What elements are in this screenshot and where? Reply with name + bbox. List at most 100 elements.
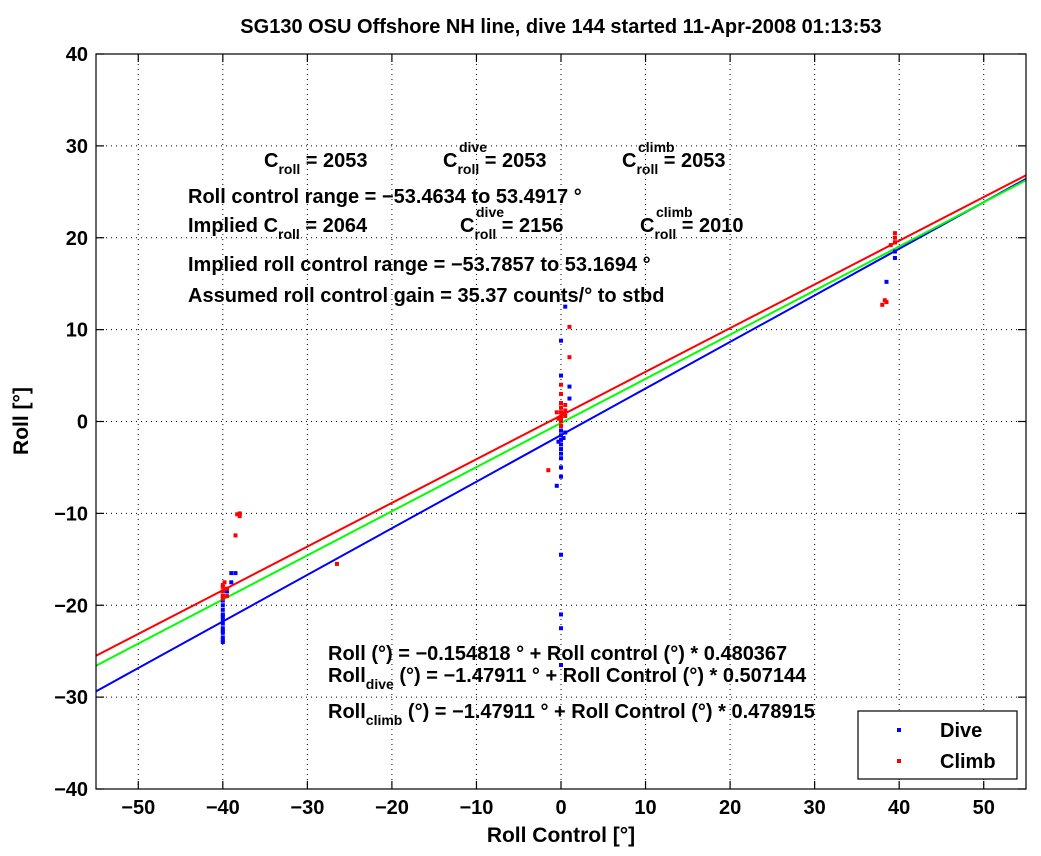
point-climb bbox=[559, 405, 563, 410]
point-climb bbox=[892, 231, 897, 236]
point-dive bbox=[220, 628, 225, 633]
point-climb bbox=[563, 408, 568, 413]
annot-eq-all: Roll (°) = −0.154818 ° + Roll control (°… bbox=[328, 643, 787, 665]
legend-label-dive: Dive bbox=[940, 720, 982, 742]
legend-box bbox=[857, 710, 1018, 780]
x-tick-label: −30 bbox=[290, 797, 324, 819]
x-tick-label: 50 bbox=[973, 797, 995, 819]
point-dive bbox=[225, 589, 230, 594]
y-tick-label: −10 bbox=[54, 503, 88, 525]
point-climb bbox=[334, 561, 339, 566]
y-tick-label: 40 bbox=[66, 44, 88, 66]
chart-title: SG130 OSU Offshore NH line, dive 144 sta… bbox=[240, 16, 881, 38]
y-tick-label: 20 bbox=[66, 228, 88, 250]
point-climb bbox=[559, 401, 563, 406]
annot-implied-c-climb: Croll = 2010 bbox=[640, 215, 744, 242]
point-dive bbox=[559, 428, 563, 433]
annot-c-roll-dive: Croll = 2053 bbox=[443, 150, 547, 177]
point-climb bbox=[220, 594, 225, 599]
point-dive bbox=[229, 571, 234, 576]
legend-marker-dive bbox=[897, 728, 901, 732]
point-dive bbox=[559, 626, 563, 631]
point-climb bbox=[237, 514, 242, 519]
point-dive bbox=[892, 255, 897, 260]
x-tick-label: 40 bbox=[888, 797, 910, 819]
point-climb bbox=[556, 416, 561, 421]
annot-roll-range: Roll control range = −53.4634 to 53.4917… bbox=[188, 186, 582, 208]
point-climb bbox=[559, 424, 563, 429]
point-dive bbox=[559, 447, 563, 452]
x-tick-label: 30 bbox=[804, 797, 826, 819]
annot-eq-climb: Rollclimb (°) = −1.47911 ° + Roll Contro… bbox=[328, 701, 815, 728]
point-dive bbox=[220, 607, 225, 612]
point-dive bbox=[559, 552, 563, 557]
point-climb bbox=[233, 533, 238, 538]
x-tick-label: 20 bbox=[719, 797, 741, 819]
point-dive bbox=[559, 442, 563, 447]
point-climb bbox=[225, 586, 230, 591]
point-climb bbox=[222, 580, 227, 585]
point-climb bbox=[559, 417, 563, 422]
point-dive bbox=[884, 279, 889, 284]
point-climb bbox=[888, 243, 893, 248]
point-climb bbox=[220, 596, 225, 601]
point-dive bbox=[559, 433, 563, 438]
point-climb bbox=[559, 391, 563, 396]
point-dive bbox=[563, 430, 568, 435]
point-dive bbox=[556, 439, 561, 444]
point-climb bbox=[554, 410, 559, 415]
data-points bbox=[220, 231, 897, 667]
point-climb bbox=[567, 324, 572, 329]
annot-c-roll-climb-sup: climb bbox=[638, 139, 675, 155]
annot-c-roll: Croll = 2053 bbox=[264, 150, 368, 177]
point-dive bbox=[220, 621, 225, 626]
annot-c-roll-dive-sup: dive bbox=[459, 139, 487, 155]
annot-implied-c-dive: Croll = 2156 bbox=[460, 215, 564, 242]
point-climb bbox=[892, 235, 897, 240]
point-dive bbox=[559, 451, 563, 456]
point-dive bbox=[567, 396, 572, 401]
point-dive bbox=[559, 474, 563, 479]
point-dive bbox=[892, 249, 897, 254]
point-climb bbox=[546, 468, 551, 473]
point-climb bbox=[220, 589, 225, 594]
point-climb bbox=[235, 512, 240, 517]
y-tick-labels: −40 −30 −20 −10 0 10 20 30 40 bbox=[54, 44, 88, 801]
y-tick-label: −30 bbox=[54, 687, 88, 709]
point-dive bbox=[220, 626, 225, 631]
point-dive bbox=[233, 571, 238, 576]
y-axis-label: Roll [°] bbox=[10, 387, 33, 455]
annot-gain: Assumed roll control gain = 35.37 counts… bbox=[188, 285, 664, 307]
x-tick-label: −20 bbox=[375, 797, 409, 819]
point-dive bbox=[220, 617, 225, 622]
legend-label-climb: Climb bbox=[940, 751, 996, 773]
x-tick-label: −50 bbox=[121, 797, 155, 819]
point-dive bbox=[220, 635, 225, 640]
point-climb bbox=[559, 382, 563, 387]
y-tick-label: 30 bbox=[66, 136, 88, 158]
point-climb bbox=[882, 298, 887, 303]
point-climb bbox=[559, 414, 563, 419]
annot-implied-c-roll: Implied Croll = 2064 bbox=[188, 215, 368, 242]
point-climb bbox=[220, 583, 225, 588]
legend: Dive Climb bbox=[857, 710, 1018, 780]
point-climb bbox=[563, 413, 568, 418]
point-dive bbox=[563, 304, 568, 309]
point-climb bbox=[567, 355, 572, 360]
point-dive bbox=[554, 483, 559, 488]
point-climb bbox=[559, 410, 563, 415]
point-dive bbox=[559, 612, 563, 617]
annot-eq-dive: Rolldive (°) = −1.47911 ° + Roll Control… bbox=[328, 665, 807, 692]
x-axis-label: Roll Control [°] bbox=[487, 824, 635, 847]
point-dive bbox=[559, 456, 563, 461]
x-tick-label: 10 bbox=[634, 797, 656, 819]
y-tick-label: 10 bbox=[66, 320, 88, 342]
point-dive bbox=[561, 436, 566, 441]
point-dive bbox=[559, 465, 563, 470]
x-tick-labels: −50 −40 −30 −20 −10 0 10 20 30 40 50 bbox=[121, 797, 995, 819]
point-dive bbox=[220, 638, 225, 643]
annot-implied-c-climb-sup: climb bbox=[656, 204, 693, 220]
point-climb bbox=[225, 594, 230, 599]
x-tick-label: −40 bbox=[206, 797, 240, 819]
